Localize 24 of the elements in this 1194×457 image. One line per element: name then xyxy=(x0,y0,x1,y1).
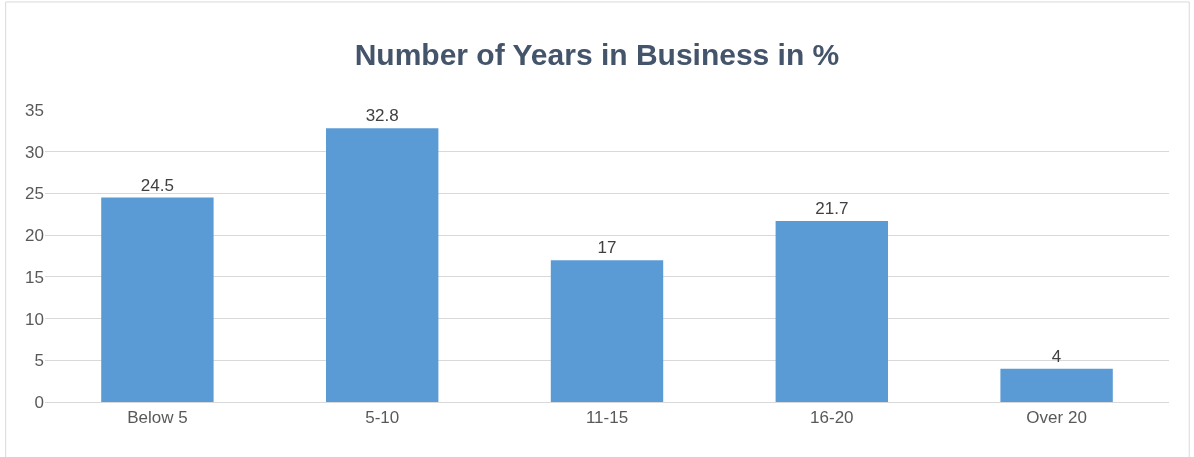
bar xyxy=(550,260,664,402)
chart-title: Number of Years in Business in % xyxy=(354,38,840,72)
y-tick-label: 30 xyxy=(25,142,44,162)
x-tick-label: 11-15 xyxy=(585,408,629,428)
y-tick-label: 0 xyxy=(34,392,44,412)
data-label: 4 xyxy=(1051,346,1062,366)
data-label: 21.7 xyxy=(815,198,849,218)
y-tick-label: 15 xyxy=(25,267,44,287)
y-tick-label: 35 xyxy=(25,100,44,120)
bar xyxy=(101,197,214,402)
y-tick-label: 20 xyxy=(25,226,44,246)
y-tick-label: 25 xyxy=(25,184,44,204)
data-label: 32.8 xyxy=(365,106,399,126)
bar xyxy=(1000,368,1113,402)
bar xyxy=(775,220,888,402)
y-tick-label: 5 xyxy=(34,351,44,371)
x-tick-label: Below 5 xyxy=(127,408,188,428)
x-tick-label: 16-20 xyxy=(810,408,854,428)
data-label: 24.5 xyxy=(140,175,174,195)
x-tick-label: 5-10 xyxy=(365,408,400,428)
bar xyxy=(326,128,439,402)
x-tick-label: Over 20 xyxy=(1026,408,1087,428)
data-label: 17 xyxy=(597,238,617,258)
y-tick-label: 10 xyxy=(25,309,44,329)
